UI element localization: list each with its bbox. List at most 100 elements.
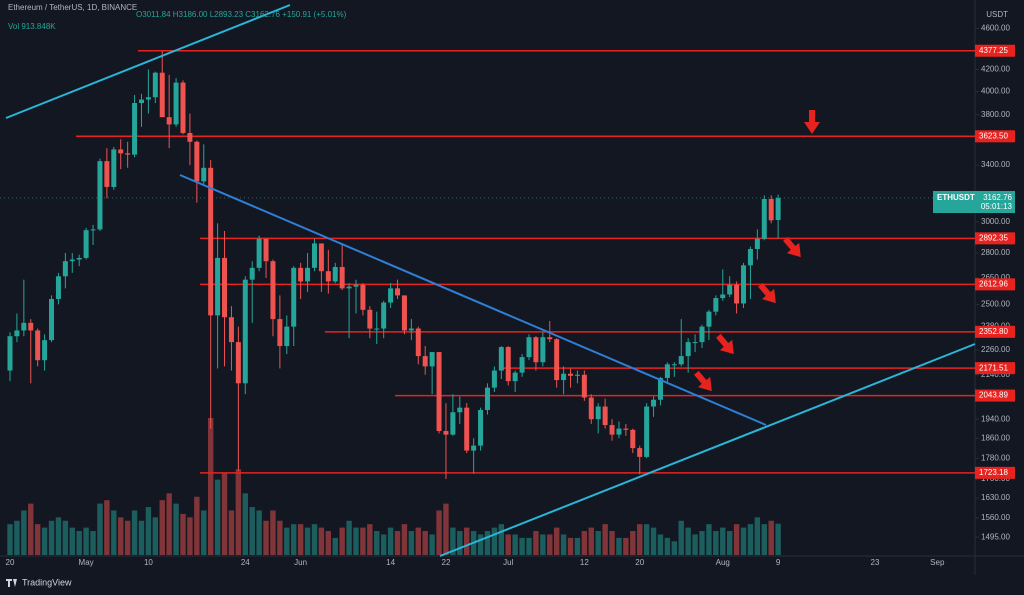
candle-body	[381, 302, 387, 329]
candle-body	[512, 372, 518, 382]
y-tick-label: 2500.00	[981, 299, 1010, 308]
candle-body	[305, 267, 311, 282]
volume-bar	[201, 510, 207, 555]
y-tick-label: 4200.00	[981, 65, 1010, 74]
currency: USDT	[986, 10, 1008, 19]
last-price-label: ETHUSDT 3162.76 05:01:13	[933, 191, 1015, 213]
arrow	[804, 110, 820, 134]
candle-body	[741, 265, 747, 304]
candle-body	[533, 337, 539, 363]
price-axis: 4600.00 4200.00 4000.00 3800.00 3400.00 3000.…	[975, 23, 1015, 541]
y-tick-label: 1940.00	[981, 414, 1010, 423]
volume-bar	[21, 510, 27, 555]
volume-layer	[7, 418, 781, 555]
volume-bar	[374, 531, 380, 555]
y-tick-label: 3800.00	[981, 110, 1010, 119]
candle-body	[353, 284, 359, 287]
candle-body	[145, 97, 151, 100]
volume-bar	[574, 537, 581, 555]
volume-bar	[726, 531, 733, 555]
volume-bar	[637, 524, 643, 555]
candle-body	[159, 72, 165, 118]
volume-bar	[277, 520, 283, 555]
candle-body	[671, 364, 677, 366]
volume-bar	[602, 524, 608, 555]
candle-body	[561, 373, 567, 381]
volume-bar	[747, 524, 754, 555]
candle-body	[623, 428, 629, 430]
volume-bar	[616, 537, 622, 555]
candle-body	[401, 295, 407, 331]
candle-body	[498, 347, 504, 371]
volume-bar	[706, 524, 712, 555]
volume-bar	[291, 524, 297, 555]
volume-bar	[657, 534, 664, 555]
candle-body	[360, 284, 366, 310]
candle-body	[173, 82, 179, 125]
volume-bar	[609, 531, 615, 555]
volume-bar	[505, 534, 511, 555]
volume-bar	[7, 524, 13, 555]
volume-bar	[346, 520, 352, 555]
volume-bar	[692, 534, 698, 555]
volume-bar	[138, 520, 145, 555]
arrow	[716, 333, 734, 355]
volume-bar	[48, 520, 55, 555]
volume-bar	[498, 524, 505, 555]
candle-body	[422, 356, 428, 367]
volume-bar	[34, 524, 41, 555]
volume-bar	[685, 527, 691, 555]
volume-bar	[339, 527, 345, 555]
volume-bar	[90, 531, 96, 555]
volume-text: Vol 913.848K	[8, 22, 56, 31]
candle-body	[263, 238, 269, 262]
volume-bar	[104, 500, 110, 555]
y-tick-label: 2140.00	[981, 370, 1010, 379]
candle-body	[415, 328, 421, 357]
candle-body	[208, 167, 214, 316]
level-label: 2043.89	[979, 391, 1008, 400]
candle-body	[277, 319, 283, 347]
volume-bar	[519, 537, 525, 555]
candle-body	[408, 328, 414, 331]
volume-bar	[249, 507, 255, 555]
candle-body	[609, 425, 615, 435]
candle-body	[242, 279, 248, 384]
candle-body	[256, 238, 262, 268]
volume-bar	[429, 534, 435, 555]
volume-bar	[173, 503, 179, 555]
candle-body	[395, 288, 401, 296]
volume-bar	[394, 531, 401, 555]
volume-bar	[464, 527, 470, 555]
candle-body	[678, 356, 684, 365]
volume-bar	[28, 503, 34, 555]
level-label: 2171.51	[979, 363, 1008, 372]
x-tick-label: 22	[442, 558, 451, 567]
x-tick-label: 20	[6, 558, 15, 567]
candle-body	[42, 340, 48, 361]
volume-bar	[228, 510, 235, 555]
volume-bar	[380, 534, 387, 555]
volume-bar	[353, 527, 359, 555]
volume-bar	[533, 531, 539, 555]
candle-body	[111, 149, 117, 187]
level-label-box	[975, 232, 1015, 245]
level-label: 2352.80	[979, 327, 1008, 336]
volume-bar	[97, 503, 103, 555]
watermark: TradingView	[22, 577, 72, 587]
volume-bar	[76, 531, 82, 555]
candle-body	[692, 342, 698, 344]
volume-bar	[484, 531, 491, 555]
candle-body	[118, 149, 124, 154]
volume-bar	[761, 524, 767, 555]
candle-body	[706, 311, 712, 327]
volume-bar	[408, 531, 415, 555]
candle-body	[768, 198, 774, 221]
volume-bar	[325, 531, 332, 555]
x-tick-label: 23	[871, 558, 880, 567]
candle-body	[62, 261, 68, 277]
candle-body	[215, 257, 221, 316]
candle-body	[28, 322, 34, 331]
last-price-box	[933, 191, 1015, 213]
